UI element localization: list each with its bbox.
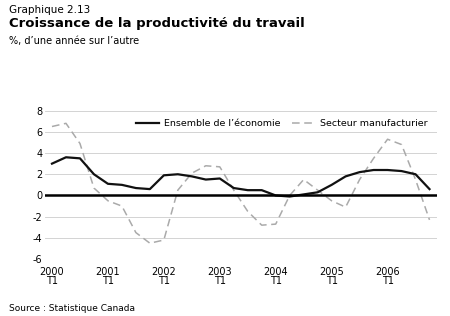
Text: 2006: 2006 [375, 266, 400, 276]
Text: Source : Statistique Canada: Source : Statistique Canada [9, 304, 135, 313]
Text: T1: T1 [326, 276, 338, 286]
Text: T1: T1 [102, 276, 114, 286]
Text: 2000: 2000 [40, 266, 64, 276]
Text: T1: T1 [382, 276, 394, 286]
Text: T1: T1 [158, 276, 170, 286]
Text: 2002: 2002 [152, 266, 176, 276]
Text: Croissance de la productivité du travail: Croissance de la productivité du travail [9, 17, 305, 30]
Legend: Ensemble de l’économie, Secteur manufacturier: Ensemble de l’économie, Secteur manufact… [132, 115, 432, 132]
Text: %, d’une année sur l’autre: %, d’une année sur l’autre [9, 36, 139, 46]
Text: T1: T1 [46, 276, 58, 286]
Text: 2001: 2001 [95, 266, 120, 276]
Text: 2004: 2004 [263, 266, 288, 276]
Text: T1: T1 [270, 276, 282, 286]
Text: Graphique 2.13: Graphique 2.13 [9, 5, 90, 15]
Text: 2005: 2005 [319, 266, 344, 276]
Text: 2003: 2003 [207, 266, 232, 276]
Text: T1: T1 [214, 276, 226, 286]
